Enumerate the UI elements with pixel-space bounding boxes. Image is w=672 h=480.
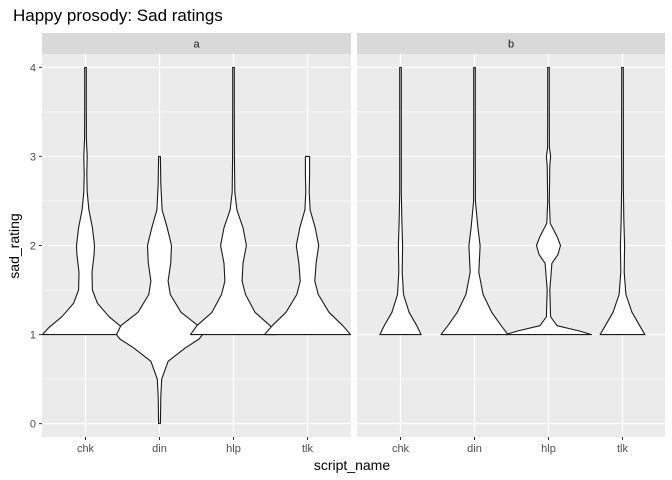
plot-layer: a chk din hlp tlk b chk din hlp tlk 0 1 2 3 4 xyxy=(30,33,665,455)
x-tick-label: tlk xyxy=(302,443,314,455)
violin-din xyxy=(115,155,204,425)
x-tick-label: chk xyxy=(392,443,410,455)
violin-din xyxy=(440,66,509,336)
facet-panel-b: b chk din hlp tlk xyxy=(357,33,665,455)
chart-title: Happy prosody: Sad ratings xyxy=(13,6,223,25)
x-tick-label: din xyxy=(152,443,167,455)
violin-tlk xyxy=(599,66,646,336)
y-tick-label: 4 xyxy=(30,62,36,74)
y-axis-title: sad_rating xyxy=(6,213,22,278)
x-tick-label: tlk xyxy=(617,443,629,455)
x-tick-label: hlp xyxy=(541,443,556,455)
facet-strip xyxy=(357,33,665,54)
facet-panel-a: a chk din hlp tlk xyxy=(41,33,352,455)
x-tick-label: din xyxy=(467,443,482,455)
violin-hlp xyxy=(189,66,278,336)
x-tick-label: chk xyxy=(77,443,95,455)
violin-hlp xyxy=(504,66,593,336)
x-tick-label: hlp xyxy=(226,443,241,455)
y-tick-label: 0 xyxy=(30,419,36,431)
facet-strip xyxy=(42,33,351,54)
violin-tlk xyxy=(263,155,352,336)
y-tick-label: 3 xyxy=(30,151,36,163)
y-tick-label: 1 xyxy=(30,330,36,342)
violin-chk xyxy=(41,66,130,336)
y-tick-label: 2 xyxy=(30,241,36,253)
violin-chk xyxy=(379,66,422,336)
x-axis-title: script_name xyxy=(314,457,390,473)
facet-strip-label: a xyxy=(193,39,200,51)
facet-strip-label: b xyxy=(508,39,514,51)
